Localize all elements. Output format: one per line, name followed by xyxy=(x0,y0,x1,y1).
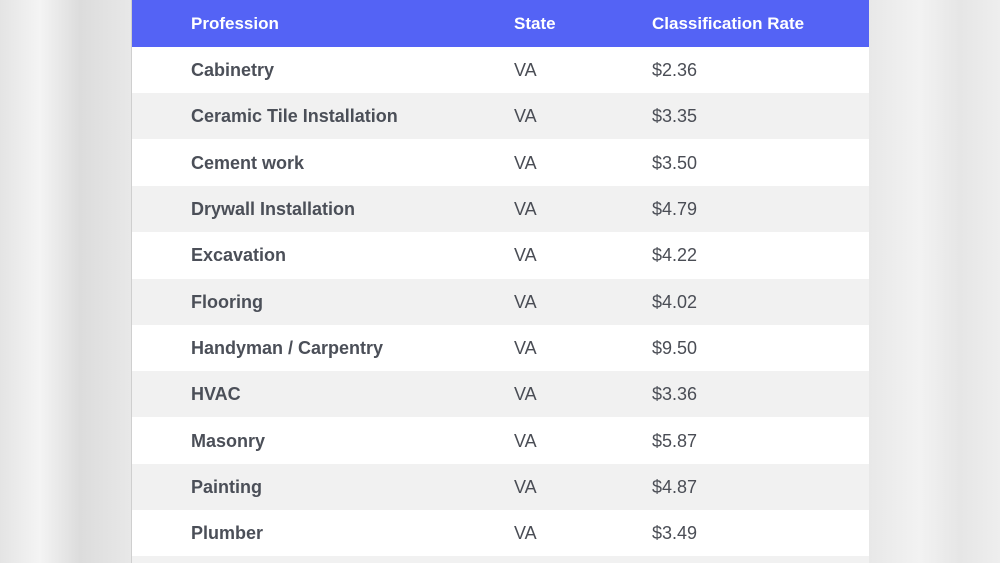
rate-cell: $3.36 xyxy=(652,384,698,404)
state-cell: VA xyxy=(514,523,537,543)
rate-cell: $5.87 xyxy=(652,431,698,451)
state-cell: VA xyxy=(514,60,537,80)
rate-cell: $4.02 xyxy=(652,292,698,312)
header-state: State xyxy=(514,14,556,33)
table-row: Painting VA $4.87 xyxy=(132,464,869,510)
profession-cell: Excavation xyxy=(191,245,287,265)
state-cell: VA xyxy=(514,384,537,404)
table-row: Handyman / Carpentry VA $9.50 xyxy=(132,325,869,371)
rate-cell: $3.50 xyxy=(652,153,698,173)
rate-cell: $4.87 xyxy=(652,477,698,497)
state-cell: VA xyxy=(514,338,537,358)
rate-cell: $4.79 xyxy=(652,199,698,219)
rate-cell: $2.36 xyxy=(652,60,698,80)
profession-cell: Cement work xyxy=(191,153,305,173)
state-cell: VA xyxy=(514,431,537,451)
profession-cell: Painting xyxy=(191,477,262,497)
rate-cell: $9.50 xyxy=(652,338,698,358)
table-row: Ceramic Tile Installation VA $3.35 xyxy=(132,93,869,139)
state-cell: VA xyxy=(514,477,537,497)
rate-cell: $3.35 xyxy=(652,106,698,126)
profession-cell: HVAC xyxy=(191,384,241,404)
profession-cell: Ceramic Tile Installation xyxy=(191,106,398,126)
profession-cell: Flooring xyxy=(191,292,263,312)
profession-cell: Drywall Installation xyxy=(191,199,356,219)
state-cell: VA xyxy=(514,292,537,312)
table-header-row: Profession State Classification Rate xyxy=(132,0,869,47)
table-row: Plumber VA $3.49 xyxy=(132,510,869,556)
table-row: Flooring VA $4.02 xyxy=(132,279,869,325)
header-classification-rate: Classification Rate xyxy=(652,14,805,33)
table-row: Masonry VA $5.87 xyxy=(132,418,869,464)
table-row: Excavation VA $4.22 xyxy=(132,232,869,278)
state-cell: VA xyxy=(514,199,537,219)
profession-cell: Masonry xyxy=(191,431,266,451)
profession-cell: Handyman / Carpentry xyxy=(191,338,384,358)
next-row-partial xyxy=(132,556,869,563)
profession-cell: Plumber xyxy=(191,523,264,543)
state-cell: VA xyxy=(514,245,537,265)
header-profession: Profession xyxy=(191,14,279,33)
rate-cell: $4.22 xyxy=(652,245,698,265)
table-row: Drywall Installation VA $4.79 xyxy=(132,186,869,232)
table-row: Cabinetry VA $2.36 xyxy=(132,47,869,93)
profession-cell: Cabinetry xyxy=(191,60,275,80)
table-row: HVAC VA $3.36 xyxy=(132,371,869,417)
state-cell: VA xyxy=(514,153,537,173)
rates-table: Profession State Classification Rate Cab… xyxy=(131,0,869,563)
rate-cell: $3.49 xyxy=(652,523,698,543)
state-cell: VA xyxy=(514,106,537,126)
table-row: Cement work VA $3.50 xyxy=(132,140,869,186)
